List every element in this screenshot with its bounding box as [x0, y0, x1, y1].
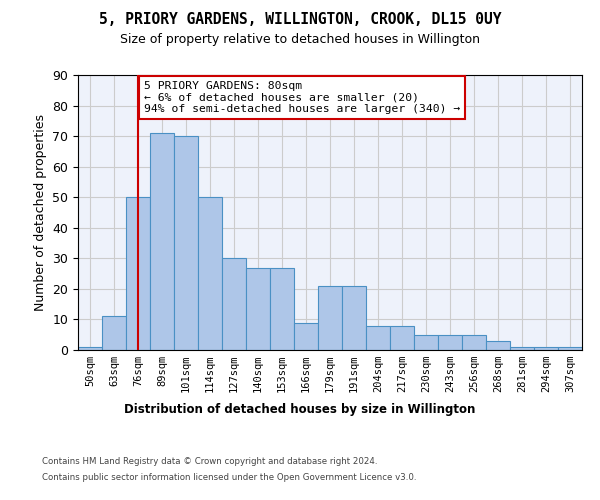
- Bar: [486, 341, 510, 350]
- Bar: [414, 334, 438, 350]
- Text: Contains public sector information licensed under the Open Government Licence v3: Contains public sector information licen…: [42, 472, 416, 482]
- Bar: [390, 326, 414, 350]
- Bar: [126, 197, 150, 350]
- Text: Size of property relative to detached houses in Willington: Size of property relative to detached ho…: [120, 34, 480, 46]
- Bar: [510, 347, 534, 350]
- Bar: [198, 197, 222, 350]
- Text: 5, PRIORY GARDENS, WILLINGTON, CROOK, DL15 0UY: 5, PRIORY GARDENS, WILLINGTON, CROOK, DL…: [99, 12, 501, 28]
- Bar: [174, 136, 198, 350]
- Bar: [294, 322, 318, 350]
- Text: Distribution of detached houses by size in Willington: Distribution of detached houses by size …: [124, 402, 476, 415]
- Bar: [438, 334, 462, 350]
- Bar: [270, 268, 294, 350]
- Bar: [102, 316, 126, 350]
- Text: 5 PRIORY GARDENS: 80sqm
← 6% of detached houses are smaller (20)
94% of semi-det: 5 PRIORY GARDENS: 80sqm ← 6% of detached…: [144, 81, 460, 114]
- Bar: [366, 326, 390, 350]
- Bar: [150, 133, 174, 350]
- Bar: [462, 334, 486, 350]
- Text: Contains HM Land Registry data © Crown copyright and database right 2024.: Contains HM Land Registry data © Crown c…: [42, 458, 377, 466]
- Bar: [246, 268, 270, 350]
- Bar: [318, 286, 342, 350]
- Bar: [534, 347, 558, 350]
- Bar: [342, 286, 366, 350]
- Bar: [78, 347, 102, 350]
- Bar: [558, 347, 582, 350]
- Bar: [222, 258, 246, 350]
- Y-axis label: Number of detached properties: Number of detached properties: [34, 114, 47, 311]
